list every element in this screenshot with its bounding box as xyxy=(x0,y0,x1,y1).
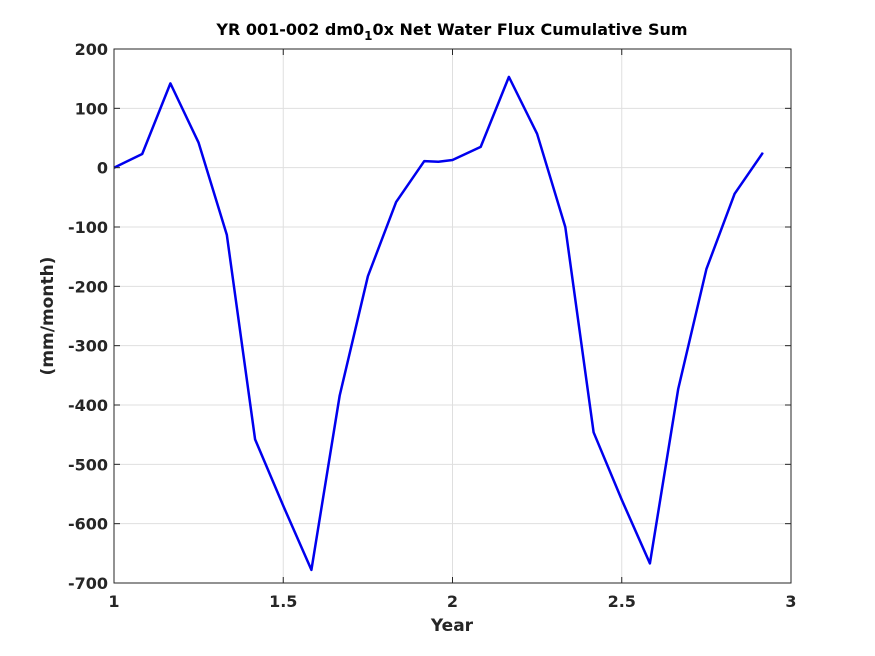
data-point xyxy=(310,569,312,571)
y-tick-label: 200 xyxy=(75,40,108,59)
data-point xyxy=(437,161,439,163)
data-point xyxy=(621,499,623,501)
data-point xyxy=(423,160,425,162)
data-point xyxy=(734,193,736,195)
ticks xyxy=(113,48,792,584)
y-tick-label: -500 xyxy=(68,455,108,474)
data-point xyxy=(141,153,143,155)
y-tick-label: 0 xyxy=(97,159,108,178)
x-tick-label: 2.5 xyxy=(608,592,636,611)
x-tick-label: 3 xyxy=(785,592,796,611)
data-point xyxy=(677,388,679,390)
data-point xyxy=(705,268,707,270)
chart-title-main: YR 001-002 dm0 xyxy=(215,20,364,39)
data-point xyxy=(593,431,595,433)
data-point xyxy=(480,146,482,148)
data-point xyxy=(536,133,538,135)
data-point xyxy=(226,234,228,236)
y-tick-label: -300 xyxy=(68,337,108,356)
y-tick-label: -400 xyxy=(68,396,108,415)
data-point xyxy=(254,438,256,440)
data-point xyxy=(169,82,171,84)
x-axis-label: Year xyxy=(430,616,474,636)
data-point xyxy=(508,76,510,78)
data-point xyxy=(452,159,453,161)
chart-title-rest: 0x Net Water Flux Cumulative Sum xyxy=(373,20,688,39)
x-tick-label: 1 xyxy=(108,592,119,611)
data-point xyxy=(282,505,284,507)
data-point xyxy=(762,152,764,154)
chart-title-subscript: 1 xyxy=(364,29,372,43)
y-tick-label: -600 xyxy=(68,515,108,534)
tick-labels: 1 1.5 2 2.5 3 200 100 0 -100 -200 -300 -400 -500 -600… xyxy=(68,40,797,611)
data-point xyxy=(564,226,566,228)
chart-title: YR 001-002 dm010x Net Water Flux Cumulat… xyxy=(215,20,687,43)
y-tick-label: -100 xyxy=(68,218,108,237)
data-point xyxy=(339,395,341,397)
y-tick-label: 100 xyxy=(75,99,108,118)
y-axis-label: (mm/month) xyxy=(38,257,58,376)
x-tick-label: 1.5 xyxy=(269,592,297,611)
y-tick-label: -200 xyxy=(68,277,108,296)
data-point xyxy=(198,142,200,144)
data-point xyxy=(395,201,397,203)
y-tick-label: -700 xyxy=(68,574,108,593)
data-point xyxy=(367,275,369,277)
data-point xyxy=(649,562,651,564)
x-tick-label: 2 xyxy=(447,592,458,611)
